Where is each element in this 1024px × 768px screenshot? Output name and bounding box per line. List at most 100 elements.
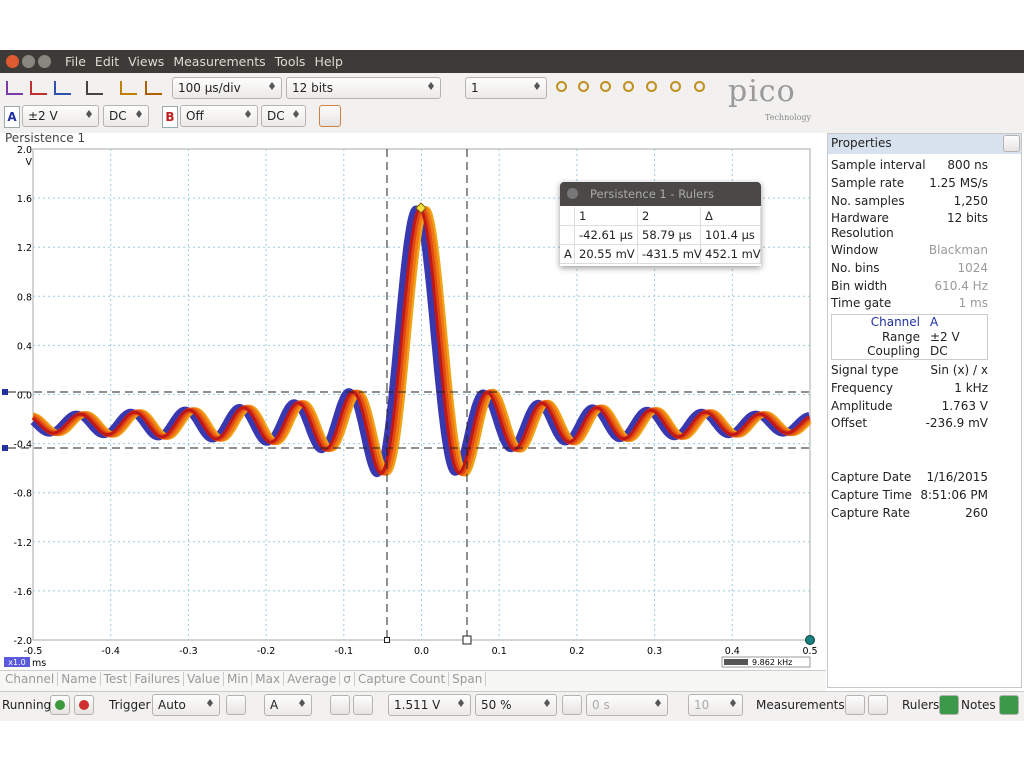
property-value: 260 bbox=[965, 505, 988, 520]
measurement-column[interactable]: Max bbox=[252, 672, 285, 686]
channel-box-label: Channel bbox=[870, 315, 920, 329]
x-tick-label: 0.3 bbox=[647, 646, 662, 657]
y-tick-label: 0.8 bbox=[17, 292, 32, 303]
measurements-label: Measurements bbox=[756, 698, 845, 712]
resolution-select[interactable]: 12 bits bbox=[286, 77, 441, 99]
property-label: Frequency bbox=[831, 380, 893, 395]
property-value: 1/16/2015 bbox=[926, 470, 988, 484]
rulers-cell: 58.79 µs bbox=[638, 226, 701, 245]
property-value: 8:51:06 PM bbox=[920, 487, 988, 502]
start-icon bbox=[55, 700, 65, 710]
window-button[interactable] bbox=[22, 55, 35, 68]
rising-button[interactable] bbox=[330, 695, 350, 715]
property-value: 1,250 bbox=[953, 194, 988, 208]
measurements-area bbox=[0, 670, 826, 691]
persistence-button[interactable] bbox=[319, 105, 341, 127]
channel-b-range[interactable]: Off bbox=[180, 105, 258, 127]
view-tool[interactable] bbox=[646, 81, 657, 92]
measurement-column[interactable]: Test bbox=[101, 672, 132, 686]
x-tick-label: 0.0 bbox=[414, 646, 429, 657]
view-tool[interactable] bbox=[600, 81, 611, 92]
menu-item[interactable]: File bbox=[65, 54, 86, 69]
x-unit: ms bbox=[32, 658, 46, 669]
measurement-column[interactable]: Channel bbox=[2, 672, 59, 686]
menu-item[interactable]: Views bbox=[128, 54, 165, 69]
channel-b-coupling[interactable]: DC bbox=[261, 105, 306, 127]
view-tool[interactable] bbox=[694, 81, 705, 92]
rulers-row-label: A bbox=[560, 245, 575, 264]
view-tool[interactable] bbox=[578, 81, 589, 92]
properties-toggle[interactable] bbox=[1003, 135, 1020, 152]
channel-box-label: Coupling bbox=[867, 344, 920, 358]
property-value: 1024 bbox=[957, 261, 988, 275]
trigger-mode[interactable]: Auto bbox=[152, 694, 220, 716]
add-measurement[interactable] bbox=[845, 695, 865, 715]
measurement-column[interactable]: Min bbox=[224, 672, 253, 686]
y-tick-label: 0.0 bbox=[17, 391, 32, 402]
rulers-row-label bbox=[560, 226, 575, 245]
trigger-channel[interactable]: A bbox=[264, 694, 312, 716]
delay-button[interactable] bbox=[562, 695, 582, 715]
y-tick-label: 1.6 bbox=[17, 194, 32, 205]
y-tick-label: 0.4 bbox=[17, 341, 32, 352]
measurement-column[interactable]: Capture Count bbox=[355, 672, 450, 686]
channel-a-range[interactable]: ±2 V bbox=[22, 105, 99, 127]
menu-item[interactable]: Help bbox=[314, 54, 343, 69]
zoom-badge bbox=[4, 657, 30, 667]
pretrigger[interactable]: 50 % bbox=[475, 694, 557, 716]
count[interactable]: 10 bbox=[688, 694, 743, 716]
property-label: Bin width bbox=[831, 279, 888, 293]
rulers-close[interactable] bbox=[567, 188, 578, 199]
tool-icon[interactable] bbox=[120, 81, 137, 95]
x-tick-label: 0.4 bbox=[725, 646, 740, 657]
notes-button[interactable] bbox=[999, 695, 1019, 715]
channel-b-label[interactable]: B bbox=[162, 106, 178, 128]
measurement-column[interactable]: σ bbox=[340, 672, 355, 686]
measurement-column[interactable]: Value bbox=[184, 672, 224, 686]
rulers-button[interactable] bbox=[939, 695, 959, 715]
view-tool[interactable] bbox=[623, 81, 634, 92]
channel-box-label: Range bbox=[881, 329, 920, 344]
timebase-select[interactable]: 100 µs/div bbox=[172, 77, 282, 99]
rulers-title: Persistence 1 - Rulers bbox=[590, 187, 714, 201]
channel-box bbox=[831, 314, 988, 360]
channel-box-value: A bbox=[930, 315, 939, 329]
window-button[interactable] bbox=[6, 55, 19, 68]
tool-icon[interactable] bbox=[6, 81, 23, 95]
property-label: Hardware Resolution bbox=[831, 211, 894, 240]
logo: pico bbox=[728, 74, 796, 109]
menu-item[interactable]: Measurements bbox=[173, 54, 266, 69]
property-label: Time gate bbox=[831, 296, 892, 310]
menu-item[interactable]: Edit bbox=[94, 54, 120, 69]
tool-icon[interactable] bbox=[145, 81, 162, 95]
window-button[interactable] bbox=[38, 55, 51, 68]
property-value: Blackman bbox=[928, 243, 988, 257]
channel-a-label[interactable]: A bbox=[4, 106, 20, 128]
property-label: Capture Rate bbox=[831, 505, 911, 520]
edit-measurement[interactable] bbox=[868, 695, 888, 715]
tool-icon[interactable] bbox=[30, 81, 47, 95]
properties-header bbox=[828, 134, 1021, 154]
measurement-column[interactable]: Name bbox=[58, 672, 101, 686]
channel-a-coupling[interactable]: DC bbox=[103, 105, 149, 127]
trigger-edge-button[interactable] bbox=[226, 695, 246, 715]
measurement-column[interactable]: Average bbox=[284, 672, 341, 686]
property-label: No. samples bbox=[831, 194, 905, 208]
measurement-column[interactable]: Span bbox=[449, 672, 487, 686]
view-tool[interactable] bbox=[670, 81, 681, 92]
tool-icon[interactable] bbox=[86, 81, 103, 95]
menu-item[interactable]: Tools bbox=[274, 54, 306, 69]
capture-select[interactable]: 1 bbox=[465, 77, 547, 99]
tool-icon[interactable] bbox=[54, 81, 71, 95]
y-tick-label: -1.2 bbox=[13, 538, 32, 549]
delay[interactable]: 0 s bbox=[586, 694, 668, 716]
view-tool[interactable] bbox=[556, 81, 567, 92]
property-value: 610.4 Hz bbox=[934, 279, 989, 293]
y-tick-label: -0.4 bbox=[13, 440, 32, 451]
properties-panel bbox=[827, 133, 1022, 688]
channel-box-value: ±2 V bbox=[930, 329, 960, 344]
falling-button[interactable] bbox=[353, 695, 373, 715]
measurement-column[interactable]: Failures bbox=[131, 672, 185, 686]
property-label: Capture Date bbox=[831, 470, 912, 484]
threshold[interactable]: 1.511 V bbox=[388, 694, 471, 716]
